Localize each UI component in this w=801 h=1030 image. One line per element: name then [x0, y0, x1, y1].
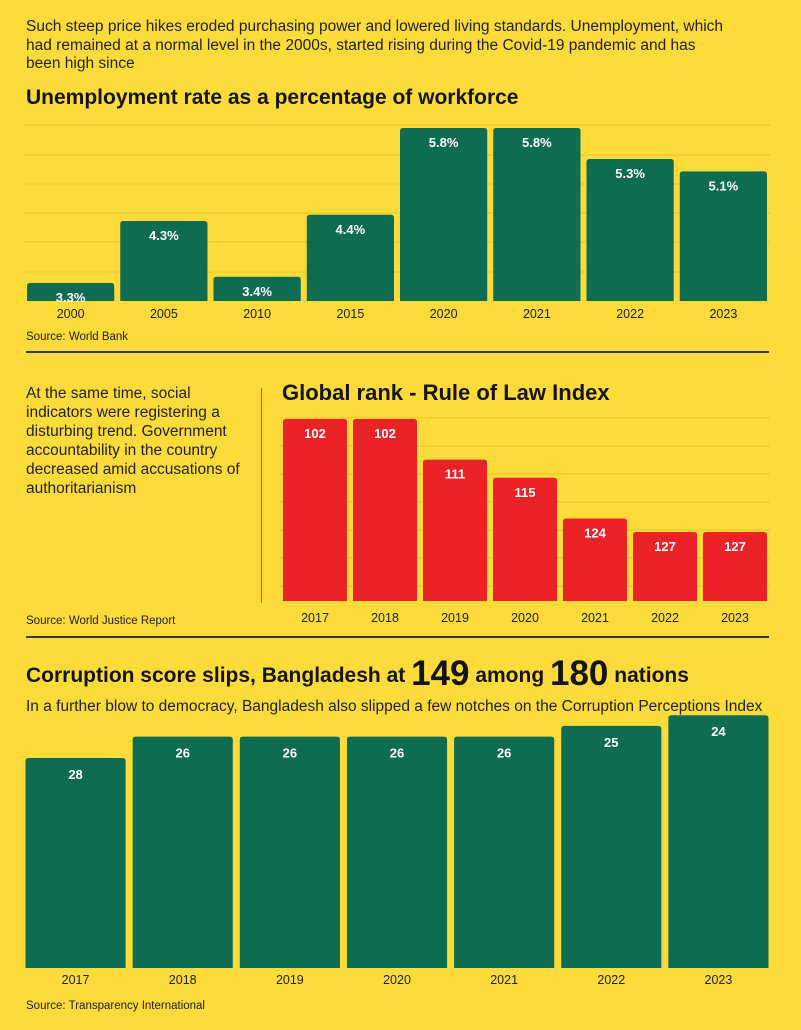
bar: [353, 419, 417, 601]
data-label: 4.4%: [336, 222, 366, 237]
data-label: 5.1%: [709, 178, 739, 193]
data-label: 5.8%: [522, 135, 552, 150]
data-label: 26: [283, 746, 297, 761]
x-tick-label: 2019: [276, 973, 304, 987]
bar: [400, 128, 488, 301]
x-tick-label: 2010: [243, 307, 271, 321]
x-tick-label: 2022: [597, 973, 625, 987]
x-tick-label: 2019: [441, 611, 469, 625]
x-tick-label: 2017: [301, 611, 329, 625]
bar: [493, 128, 581, 301]
data-label: 26: [175, 746, 189, 761]
data-label: 124: [584, 525, 606, 540]
x-tick-label: 2018: [169, 973, 197, 987]
bar: [586, 159, 674, 301]
x-tick-label: 2022: [651, 611, 679, 625]
x-tick-label: 2005: [150, 307, 178, 321]
title-part: Corruption score slips, Bangladesh at: [26, 664, 412, 687]
x-tick-label: 2020: [430, 307, 458, 321]
data-label: 111: [445, 467, 465, 482]
bar: [454, 736, 555, 968]
x-tick-label: 2017: [62, 973, 90, 987]
bar: [703, 532, 767, 601]
x-tick-label: 2021: [581, 611, 609, 625]
corruption-chart-title: Corruption score slips, Bangladesh at 14…: [26, 654, 689, 694]
bar: [633, 532, 697, 601]
bar: [283, 419, 347, 601]
rule-of-law-chart-title: Global rank - Rule of Law Index: [282, 380, 610, 405]
data-label: 5.3%: [615, 166, 645, 181]
data-label: 26: [497, 746, 511, 761]
bar: [132, 736, 233, 968]
x-tick-label: 2020: [383, 973, 411, 987]
data-label: 28: [68, 767, 82, 782]
data-label: 5.8%: [429, 135, 459, 150]
title-part: nations: [608, 664, 689, 687]
unemployment-source: Source: World Bank: [26, 331, 129, 343]
data-label: 25: [604, 735, 618, 750]
bar: [25, 758, 126, 968]
x-tick-label: 2023: [721, 611, 749, 625]
title-part: among: [469, 664, 550, 687]
intro-text: Such steep price hikes eroded purchasing…: [26, 18, 724, 72]
bar: [563, 518, 627, 601]
rank-number: 149: [411, 654, 470, 693]
section-divider: [26, 636, 769, 638]
x-tick-label: 2020: [511, 611, 539, 625]
x-tick-label: 2000: [57, 307, 85, 321]
data-label: 127: [724, 539, 746, 554]
unemployment-chart-title: Unemployment rate as a percentage of wor…: [26, 86, 519, 109]
bar: [239, 736, 340, 968]
data-label: 3.3%: [56, 290, 86, 305]
x-tick-label: 2023: [705, 973, 733, 987]
bar: [213, 276, 301, 301]
total-number: 180: [550, 654, 609, 693]
data-label: 115: [515, 485, 536, 500]
bar: [423, 459, 487, 601]
x-tick-label: 2018: [371, 611, 399, 625]
corruption-subtitle: In a further blow to democracy, Banglade…: [26, 698, 763, 715]
data-label: 4.3%: [149, 228, 179, 243]
unemployment-chart: 3.3% 2000 4.3% 2005 3.4% 2010 4.4% 2015 5.8% 2020…: [24, 124, 770, 321]
data-label: 102: [374, 426, 396, 441]
side-text: At the same time, social indicators were…: [26, 385, 240, 497]
x-tick-label: 2021: [490, 973, 518, 987]
bar: [561, 725, 662, 968]
bar: [679, 171, 767, 301]
data-label: 102: [304, 426, 326, 441]
bar: [120, 221, 208, 301]
data-label: 26: [390, 746, 404, 761]
bar: [346, 736, 448, 968]
data-label: 127: [654, 539, 676, 554]
rule-of-law-chart: 102 2017 102 2018 111 2019 115 2020 124 2021 127 20…: [280, 417, 770, 625]
bar: [668, 715, 769, 968]
x-tick-label: 2022: [616, 307, 644, 321]
vertical-divider: [261, 388, 262, 603]
corruption-source: Source: Transparency International: [26, 1000, 205, 1012]
bar: [493, 477, 557, 601]
x-tick-label: 2015: [336, 307, 364, 321]
section-divider: [26, 351, 769, 353]
x-tick-label: 2021: [523, 307, 551, 321]
rule-of-law-source: Source: World Justice Report: [26, 615, 176, 627]
data-label: 24: [711, 724, 726, 739]
data-label: 3.4%: [242, 284, 272, 299]
bar: [306, 214, 394, 301]
x-tick-label: 2023: [709, 307, 737, 321]
bar: [27, 283, 115, 301]
